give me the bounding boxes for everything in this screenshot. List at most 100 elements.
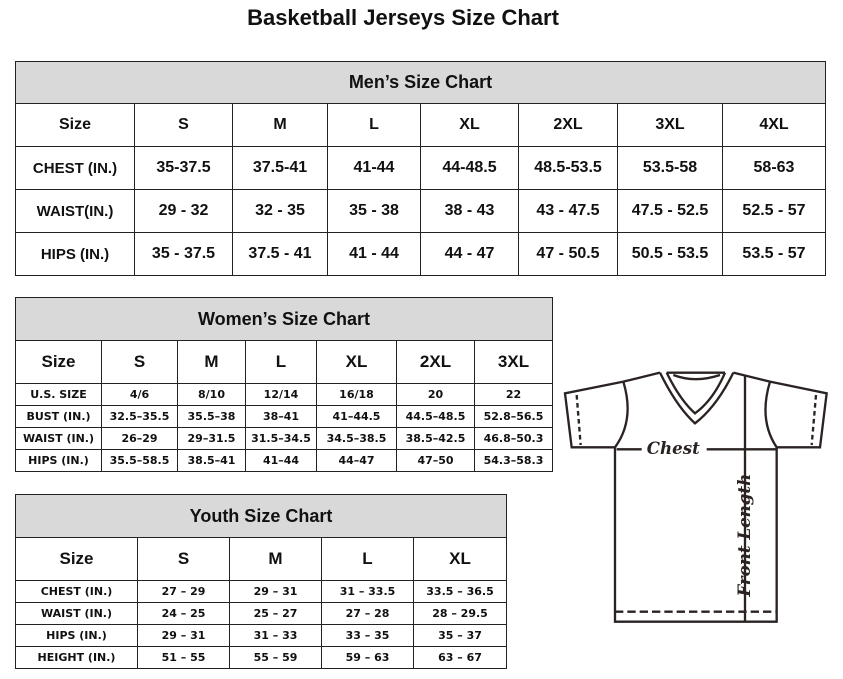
size-cell: 38–41 bbox=[245, 405, 317, 428]
header-cell: L bbox=[245, 340, 317, 384]
size-cell: 33.5 – 36.5 bbox=[412, 580, 508, 603]
size-cell: 38.5–41 bbox=[177, 449, 246, 472]
men-table-title: Men’s Size Chart bbox=[15, 61, 826, 104]
header-cell: XL bbox=[316, 340, 397, 384]
size-cell: 27 – 29 bbox=[137, 580, 230, 603]
size-cell: 35 - 38 bbox=[327, 189, 421, 233]
size-cell: 4/6 bbox=[101, 383, 178, 406]
size-cell: 58-63 bbox=[722, 146, 826, 190]
size-cell: 44 - 47 bbox=[420, 232, 519, 276]
size-cell: 44–47 bbox=[316, 449, 397, 472]
row-label: HEIGHT (IN.) bbox=[15, 646, 138, 669]
table-row: HIPS (IN.) 35 - 37.5 37.5 - 41 41 - 44 44 - … bbox=[15, 232, 826, 276]
row-label: U.S. SIZE bbox=[15, 383, 102, 406]
header-cell: Size bbox=[15, 103, 135, 147]
youth-size-table: Youth Size Chart Size S M L XL CHEST (IN.) 27 –… bbox=[14, 494, 508, 669]
header-cell: S bbox=[101, 340, 178, 384]
size-cell: 16/18 bbox=[316, 383, 397, 406]
header-cell: 3XL bbox=[473, 340, 554, 384]
table-row: U.S. SIZE 4/6 8/10 12/14 16/18 20 22 bbox=[15, 383, 554, 406]
table-row: BUST (IN.) 32.5–35.5 35.5–38 38–41 41–44.5 44… bbox=[15, 405, 554, 428]
table-row: HEIGHT (IN.) 51 – 55 55 – 59 59 – 63 63 – 67 bbox=[15, 646, 508, 669]
header-cell: S bbox=[134, 103, 233, 147]
size-cell: 63 – 67 bbox=[412, 646, 508, 669]
header-cell: L bbox=[321, 537, 414, 581]
size-cell: 41–44 bbox=[245, 449, 317, 472]
size-cell: 32 - 35 bbox=[232, 189, 328, 233]
header-cell: M bbox=[229, 537, 322, 581]
header-cell: 4XL bbox=[722, 103, 826, 147]
table-row: WAIST (IN.) 26–29 29–31.5 31.5–34.5 34.5–38.… bbox=[15, 427, 554, 450]
size-cell: 41-44 bbox=[327, 146, 421, 190]
size-cell: 53.5 - 57 bbox=[722, 232, 826, 276]
size-cell: 22 bbox=[473, 383, 554, 406]
size-cell: 35-37.5 bbox=[134, 146, 233, 190]
row-label: WAIST(IN.) bbox=[15, 189, 135, 233]
size-cell: 31.5–34.5 bbox=[245, 427, 317, 450]
size-cell: 52.5 - 57 bbox=[722, 189, 826, 233]
header-cell: Size bbox=[15, 537, 138, 581]
header-cell: L bbox=[327, 103, 421, 147]
table-row: WAIST (IN.) 24 – 25 25 – 27 27 – 28 28 – 29.… bbox=[15, 602, 508, 625]
size-cell: 47–50 bbox=[396, 449, 475, 472]
size-cell: 46.8–50.3 bbox=[473, 427, 554, 450]
size-cell: 32.5–35.5 bbox=[101, 405, 178, 428]
size-cell: 53.5-58 bbox=[617, 146, 723, 190]
row-label: BUST (IN.) bbox=[15, 405, 102, 428]
row-label: CHEST (IN.) bbox=[15, 146, 135, 190]
row-label: HIPS (IN.) bbox=[15, 232, 135, 276]
size-cell: 20 bbox=[396, 383, 475, 406]
row-label: CHEST (IN.) bbox=[15, 580, 138, 603]
page-title: Basketball Jerseys Size Chart bbox=[247, 5, 559, 30]
size-cell: 12/14 bbox=[245, 383, 317, 406]
size-cell: 28 – 29.5 bbox=[412, 602, 508, 625]
size-cell: 33 – 35 bbox=[321, 624, 414, 647]
size-cell: 29–31.5 bbox=[177, 427, 246, 450]
front-length-label: Front Length bbox=[734, 474, 754, 598]
size-cell: 59 – 63 bbox=[321, 646, 414, 669]
header-cell: S bbox=[137, 537, 230, 581]
jersey-diagram: Chest Front Length bbox=[563, 371, 828, 623]
size-cell: 35.5–58.5 bbox=[101, 449, 178, 472]
size-cell: 29 – 31 bbox=[229, 580, 322, 603]
size-cell: 35 - 37.5 bbox=[134, 232, 233, 276]
size-cell: 35 – 37 bbox=[412, 624, 508, 647]
women-table-title: Women’s Size Chart bbox=[14, 297, 554, 341]
size-cell: 51 – 55 bbox=[137, 646, 230, 669]
row-label: HIPS (IN.) bbox=[15, 449, 102, 472]
size-cell: 41 - 44 bbox=[327, 232, 421, 276]
size-cell: 41–44.5 bbox=[316, 405, 397, 428]
header-row: Size S M L XL 2XL 3XL bbox=[15, 340, 554, 384]
row-label: HIPS (IN.) bbox=[15, 624, 138, 647]
size-cell: 38.5–42.5 bbox=[396, 427, 475, 450]
size-cell: 29 - 32 bbox=[134, 189, 233, 233]
table-row: HIPS (IN.) 29 – 31 31 – 33 33 – 35 35 – 37 bbox=[15, 624, 508, 647]
size-cell: 27 – 28 bbox=[321, 602, 414, 625]
table-row: CHEST (IN.) 27 – 29 29 – 31 31 – 33.5 33.5 –… bbox=[15, 580, 508, 603]
size-cell: 52.8–56.5 bbox=[473, 405, 554, 428]
size-cell: 8/10 bbox=[177, 383, 246, 406]
size-cell: 37.5 - 41 bbox=[232, 232, 328, 276]
size-cell: 35.5–38 bbox=[177, 405, 246, 428]
header-row: Size S M L XL 2XL 3XL 4XL bbox=[15, 103, 826, 147]
size-cell: 26–29 bbox=[101, 427, 178, 450]
size-cell: 48.5-53.5 bbox=[518, 146, 618, 190]
size-cell: 31 – 33.5 bbox=[321, 580, 414, 603]
size-cell: 54.3–58.3 bbox=[473, 449, 554, 472]
header-cell: 2XL bbox=[518, 103, 618, 147]
header-cell: 2XL bbox=[396, 340, 475, 384]
size-cell: 47 - 50.5 bbox=[518, 232, 618, 276]
size-cell: 37.5-41 bbox=[232, 146, 328, 190]
size-cell: 38 - 43 bbox=[420, 189, 519, 233]
header-cell: XL bbox=[412, 537, 508, 581]
youth-table-title: Youth Size Chart bbox=[14, 494, 508, 538]
size-cell: 29 – 31 bbox=[137, 624, 230, 647]
row-label: WAIST (IN.) bbox=[15, 427, 102, 450]
header-cell: XL bbox=[420, 103, 519, 147]
table-row: CHEST (IN.) 35-37.5 37.5-41 41-44 44-48.5 48.… bbox=[15, 146, 826, 190]
size-cell: 44-48.5 bbox=[420, 146, 519, 190]
mens-size-table: Men’s Size Chart Size S M L XL 2XL 3XL 4XL CHEST … bbox=[15, 61, 826, 276]
header-cell: 3XL bbox=[617, 103, 723, 147]
row-label: WAIST (IN.) bbox=[15, 602, 138, 625]
size-cell: 47.5 - 52.5 bbox=[617, 189, 723, 233]
